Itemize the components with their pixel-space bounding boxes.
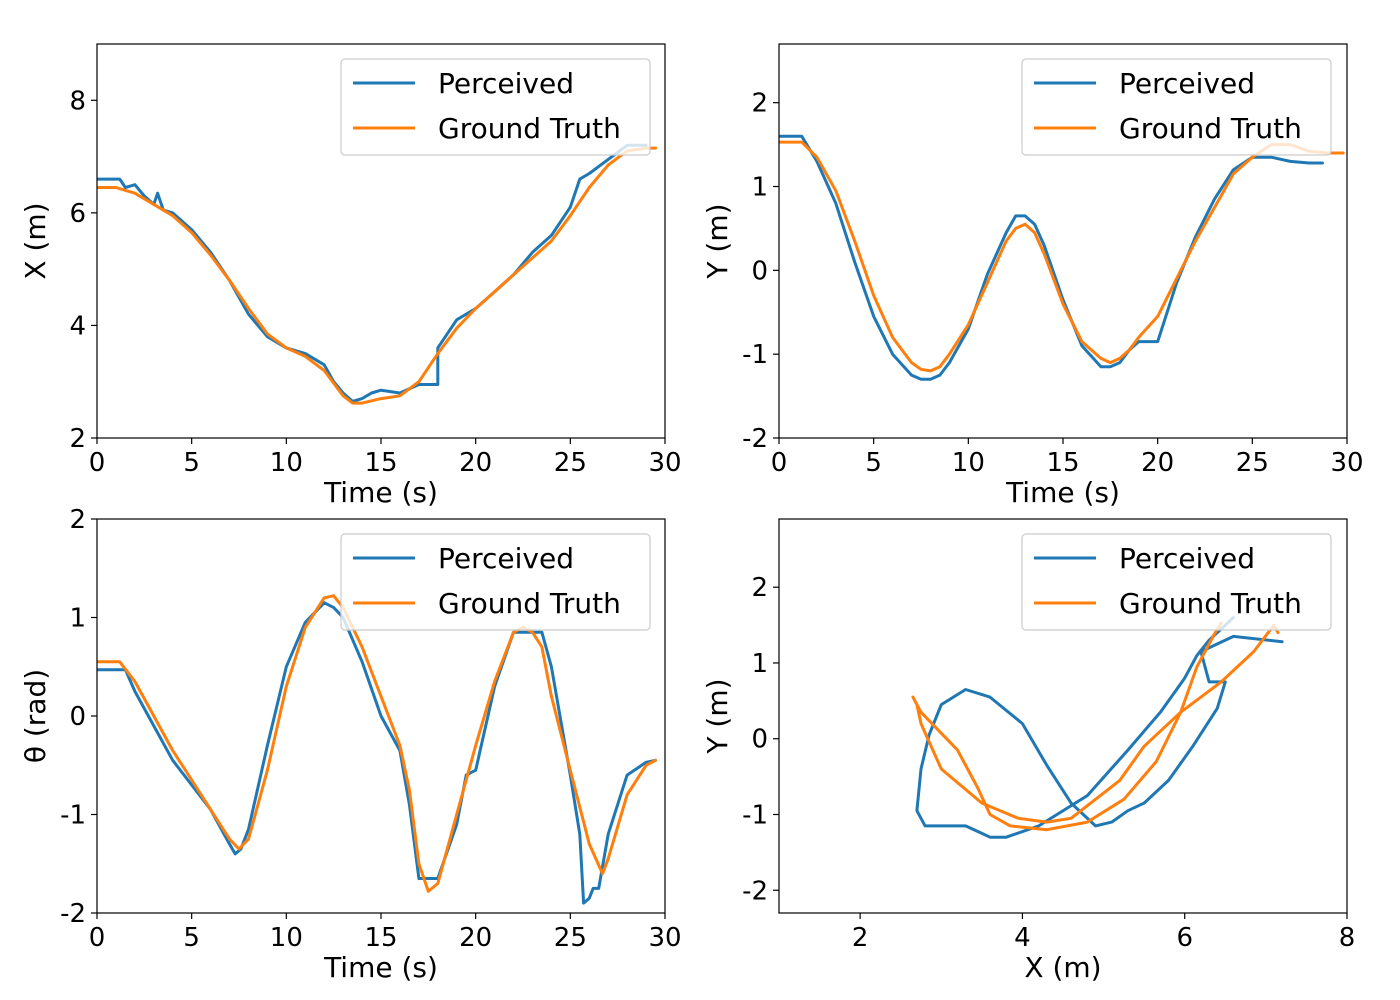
legend: Perceived Ground Truth (340, 533, 651, 631)
x-tick-label: 10 (270, 923, 303, 953)
y-axis-label: θ (rad) (19, 669, 52, 763)
y-axis-label: X (m) (19, 202, 52, 279)
y-tick-label: 2 (69, 424, 86, 454)
x-tick-label: 0 (89, 923, 106, 953)
x-tick-label: 30 (1330, 448, 1363, 478)
y-tick-label: -2 (742, 424, 768, 454)
y-tick-label: 2 (69, 505, 86, 535)
x-tick-label: 20 (459, 923, 492, 953)
legend-label-ground-truth: Ground Truth (438, 112, 621, 145)
x-tick-label: 25 (554, 923, 587, 953)
legend: Perceived Ground Truth (1021, 533, 1332, 631)
x-tick-label: 10 (270, 448, 303, 478)
x-tick-label: 15 (364, 448, 397, 478)
series-line-ground-truth (97, 594, 657, 893)
y-tick-label: 0 (69, 702, 86, 732)
series-line-ground-truth (779, 140, 1345, 373)
y-axis-label: Y (m) (701, 203, 734, 279)
legend-label-perceived: Perceived (1119, 542, 1255, 575)
y-tick-label: -2 (60, 899, 86, 929)
x-tick-label: 5 (183, 923, 200, 953)
series-line-perceived (915, 616, 1284, 839)
legend-label-ground-truth: Ground Truth (1119, 112, 1302, 145)
legend-frame (340, 58, 651, 156)
x-axis-label: X (m) (1024, 951, 1101, 984)
y-tick-label: 4 (69, 311, 86, 341)
x-tick-label: 20 (459, 448, 492, 478)
y-tick-label: 6 (69, 199, 86, 229)
legend-label-ground-truth: Ground Truth (1119, 587, 1302, 620)
x-tick-label: 8 (1339, 923, 1356, 953)
y-tick-label: 1 (751, 649, 768, 679)
x-tick-label: 6 (1176, 923, 1193, 953)
y-tick-label: -1 (742, 801, 768, 831)
chart-y-vs-x: 2 4 6 8 -2 -1 0 1 2 X (m) Y (m) Perceived Ground Tru… (701, 518, 1356, 984)
x-tick-label: 10 (952, 448, 985, 478)
legend-label-perceived: Perceived (438, 67, 574, 100)
x-tick-label: 25 (554, 448, 587, 478)
x-tick-label: 5 (865, 448, 882, 478)
chart-theta-vs-time: 0 5 10 15 20 25 30 -2 -1 0 1 2 Time (s) θ (rad) Percei… (19, 505, 682, 984)
x-tick-label: 0 (771, 448, 788, 478)
legend-frame (1021, 533, 1332, 631)
y-tick-label: 2 (751, 573, 768, 603)
chart-y-vs-time: 0 5 10 15 20 25 30 -2 -1 0 1 2 Time (s) Y (m) Perceive… (701, 43, 1364, 509)
legend-frame (1021, 58, 1332, 156)
legend-label-perceived: Perceived (438, 542, 574, 575)
x-axis-label: Time (s) (323, 951, 438, 984)
x-tick-label: 30 (648, 923, 681, 953)
x-axis-label: Time (s) (1005, 476, 1120, 509)
y-tick-label: -1 (742, 340, 768, 370)
x-tick-label: 15 (1046, 448, 1079, 478)
series-line-perceived (779, 134, 1324, 381)
legend: Perceived Ground Truth (1021, 58, 1332, 156)
legend-frame (340, 533, 651, 631)
series-line-ground-truth (97, 146, 657, 405)
series-line-ground-truth (911, 621, 1280, 832)
x-tick-label: 25 (1236, 448, 1269, 478)
chart-x-vs-time: 0 5 10 15 20 25 30 2 4 6 8 Time (s) X (m) Perceived Gr… (19, 43, 682, 509)
legend-label-ground-truth: Ground Truth (438, 587, 621, 620)
x-tick-label: 0 (89, 448, 106, 478)
y-tick-label: 1 (751, 173, 768, 203)
legend: Perceived Ground Truth (340, 58, 651, 156)
x-tick-label: 20 (1141, 448, 1174, 478)
y-tick-label: -1 (60, 801, 86, 831)
axes-frame (778, 518, 1348, 914)
x-tick-label: 5 (183, 448, 200, 478)
y-tick-label: 1 (69, 604, 86, 634)
x-tick-label: 2 (852, 923, 869, 953)
series-line-perceived (97, 601, 657, 905)
y-tick-label: 0 (751, 725, 768, 755)
legend-label-perceived: Perceived (1119, 67, 1255, 100)
x-axis-label: Time (s) (323, 476, 438, 509)
y-tick-label: 2 (751, 89, 768, 119)
y-tick-label: -2 (742, 876, 768, 906)
x-tick-label: 30 (648, 448, 681, 478)
y-axis-label: Y (m) (701, 678, 734, 754)
x-tick-label: 15 (364, 923, 397, 953)
y-tick-label: 0 (751, 256, 768, 286)
x-tick-label: 4 (1014, 923, 1031, 953)
y-tick-label: 8 (69, 86, 86, 116)
